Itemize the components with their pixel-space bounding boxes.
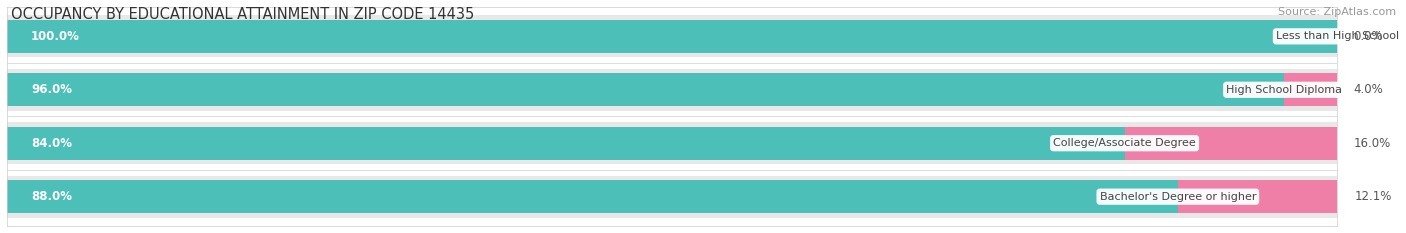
Bar <box>7 73 1284 106</box>
Bar <box>7 69 1337 111</box>
Text: 12.1%: 12.1% <box>1355 190 1392 203</box>
Text: 16.0%: 16.0% <box>1354 137 1391 150</box>
Text: 84.0%: 84.0% <box>31 137 72 150</box>
Text: 100.0%: 100.0% <box>31 30 80 43</box>
Bar <box>1125 127 1337 160</box>
Text: 4.0%: 4.0% <box>1354 83 1384 96</box>
Text: 88.0%: 88.0% <box>31 190 72 203</box>
Bar <box>1284 73 1337 106</box>
Text: 96.0%: 96.0% <box>31 83 72 96</box>
Bar <box>1178 180 1339 213</box>
Bar <box>7 176 1337 217</box>
Text: High School Diploma: High School Diploma <box>1226 85 1343 95</box>
Bar <box>7 20 1337 53</box>
Text: College/Associate Degree: College/Associate Degree <box>1053 138 1197 148</box>
Bar <box>7 122 1337 164</box>
Text: Less than High School: Less than High School <box>1275 31 1399 41</box>
Text: Bachelor's Degree or higher: Bachelor's Degree or higher <box>1099 192 1256 202</box>
Text: 0.0%: 0.0% <box>1354 30 1384 43</box>
Text: OCCUPANCY BY EDUCATIONAL ATTAINMENT IN ZIP CODE 14435: OCCUPANCY BY EDUCATIONAL ATTAINMENT IN Z… <box>11 7 474 22</box>
Bar <box>7 180 1178 213</box>
Bar <box>7 127 1125 160</box>
Text: Source: ZipAtlas.com: Source: ZipAtlas.com <box>1278 7 1396 17</box>
Bar <box>7 16 1337 57</box>
